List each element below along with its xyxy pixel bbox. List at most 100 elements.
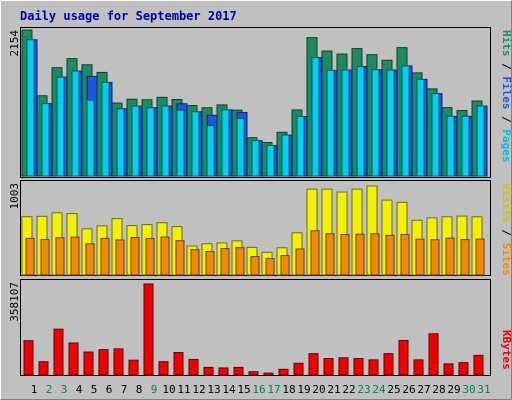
bar-pages-day-27 — [416, 78, 425, 177]
bar-kbytes-day-30 — [458, 362, 469, 376]
bar-kbytes-day-6 — [98, 349, 109, 376]
bar-pages-day-5 — [86, 99, 95, 177]
bar-pages-day-2 — [41, 103, 50, 177]
bar-kbytes-day-16 — [248, 371, 259, 376]
bar-kbytes-day-12 — [188, 358, 199, 376]
bar-sites-day-12 — [190, 249, 200, 276]
bar-pages-day-8 — [131, 105, 140, 177]
bar-kbytes-day-13 — [203, 366, 214, 376]
legend-kbytes: KBytes — [500, 330, 512, 370]
x-tick-label: 21 — [327, 383, 340, 396]
x-tick-label: 4 — [76, 383, 83, 396]
bar-kbytes-day-10 — [158, 361, 169, 376]
bar-kbytes-day-15 — [233, 366, 244, 376]
bar-sites-day-14 — [220, 248, 230, 276]
bar-sites-day-18 — [280, 255, 290, 276]
bar-pages-day-30 — [461, 115, 470, 177]
bar-pages-day-18 — [281, 134, 290, 177]
bar-pages-day-31 — [476, 105, 485, 177]
bar-sites-day-15 — [235, 247, 245, 276]
legend-separator: / — [500, 110, 512, 130]
x-tick-label: 11 — [177, 383, 190, 396]
x-tick-label: 19 — [297, 383, 310, 396]
bar-sites-day-8 — [130, 237, 140, 276]
bar-sites-day-6 — [100, 237, 110, 276]
panel-max-label: 2154 — [8, 30, 21, 57]
bar-sites-day-26 — [400, 234, 410, 276]
bar-kbytes-day-31 — [473, 354, 484, 376]
bar-pages-day-23 — [356, 66, 365, 177]
legend-visits-label: Visits — [500, 183, 512, 223]
bar-kbytes-day-19 — [293, 362, 304, 376]
bar-sites-day-27 — [415, 238, 425, 276]
bar-kbytes-day-25 — [383, 353, 394, 376]
bar-sites-day-19 — [295, 248, 305, 276]
x-tick-label: 10 — [162, 383, 175, 396]
bar-pages-day-26 — [401, 65, 410, 177]
legend-files: Files — [500, 76, 512, 109]
bar-pages-day-24 — [371, 69, 380, 177]
bar-pages-day-15 — [236, 118, 245, 177]
bar-pages-day-7 — [116, 108, 125, 177]
legend-hits: Hits — [500, 30, 512, 57]
bar-sites-day-2 — [40, 239, 50, 276]
bars-layer — [21, 29, 488, 376]
bar-pages-day-16 — [251, 140, 260, 177]
bar-sites-day-20 — [310, 230, 320, 276]
bar-kbytes-day-20 — [308, 353, 319, 376]
x-tick-label: 6 — [106, 383, 113, 396]
bar-sites-day-25 — [385, 234, 395, 276]
bar-pages-day-17 — [266, 144, 275, 177]
bar-kbytes-day-2 — [38, 361, 49, 376]
bar-pages-day-6 — [101, 81, 110, 177]
bar-pages-day-1 — [26, 39, 35, 177]
bar-sites-day-21 — [325, 233, 335, 276]
x-tick-label: 1 — [31, 383, 38, 396]
bar-sites-day-1 — [25, 237, 35, 276]
bar-sites-day-28 — [430, 239, 440, 276]
x-tick-label: 24 — [372, 383, 386, 396]
bar-sites-day-9 — [145, 238, 155, 276]
chart-title: Daily usage for September 2017 — [20, 9, 237, 23]
x-tick-label: 7 — [121, 383, 128, 396]
bar-kbytes-day-11 — [173, 351, 184, 376]
x-tick-label: 28 — [432, 383, 445, 396]
legend-usage: Hits / Files / Pages — [500, 30, 512, 163]
bar-kbytes-day-4 — [68, 342, 79, 376]
x-tick-label: 15 — [237, 383, 250, 396]
bar-pages-day-3 — [56, 76, 65, 177]
x-tick-label: 16 — [252, 383, 265, 396]
bar-sites-day-4 — [70, 236, 80, 276]
bar-kbytes-day-24 — [368, 359, 379, 376]
bar-kbytes-day-8 — [128, 359, 139, 376]
bar-sites-day-3 — [55, 237, 65, 276]
x-tick-label: 5 — [91, 383, 98, 396]
legend-sites: Sites — [500, 243, 512, 276]
bar-kbytes-day-27 — [413, 359, 424, 376]
bar-pages-day-21 — [326, 69, 335, 177]
bar-sites-day-16 — [250, 256, 260, 276]
bar-pages-day-29 — [446, 115, 455, 177]
x-tick-label: 9 — [151, 383, 158, 396]
bar-sites-day-13 — [205, 251, 215, 276]
legend-pages: Pages — [500, 129, 512, 162]
x-tick-label: 31 — [477, 383, 490, 396]
bar-pages-day-14 — [221, 109, 230, 177]
bar-kbytes-day-18 — [278, 368, 289, 376]
bar-kbytes-day-26 — [398, 339, 409, 376]
bar-kbytes-day-23 — [353, 358, 364, 376]
bar-pages-day-19 — [296, 116, 305, 177]
bar-sites-day-5 — [85, 243, 95, 276]
bar-pages-day-11 — [176, 109, 185, 177]
bar-kbytes-day-1 — [23, 340, 34, 376]
x-tick-label: 14 — [222, 383, 236, 396]
x-tick-label: 22 — [342, 383, 355, 396]
bar-sites-day-10 — [160, 236, 170, 276]
bar-sites-day-24 — [370, 233, 380, 276]
bar-pages-day-12 — [191, 111, 200, 177]
bar-kbytes-day-21 — [323, 358, 334, 376]
bar-pages-day-20 — [311, 57, 320, 177]
bar-pages-day-9 — [146, 107, 155, 177]
